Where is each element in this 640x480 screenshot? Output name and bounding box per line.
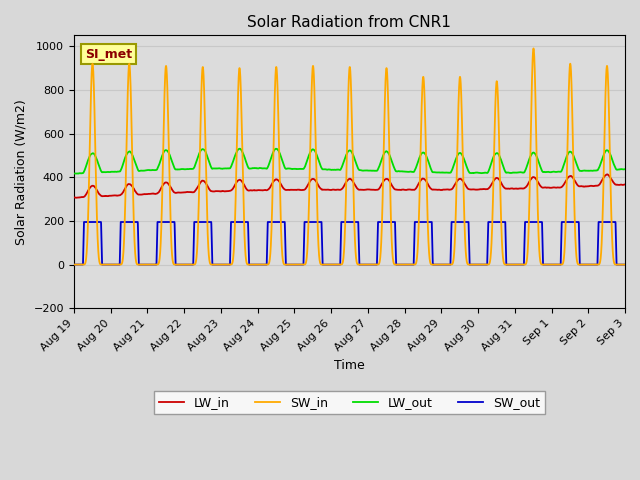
LW_in — [504, 186, 512, 192]
SW_in — [530, 46, 538, 51]
Y-axis label: Solar Radiation (W/m2): Solar Radiation (W/m2) — [15, 99, 28, 245]
Legend: LW_in, SW_in, LW_out, SW_out: LW_in, SW_in, LW_out, SW_out — [154, 391, 545, 414]
SW_out — [473, 262, 481, 267]
SW_out — [80, 219, 88, 225]
SW_out — [504, 262, 512, 267]
LW_out — [236, 146, 244, 152]
SW_out — [70, 262, 77, 267]
SW_in — [329, 262, 337, 267]
SW_out — [621, 262, 629, 267]
LW_out — [329, 167, 337, 173]
Title: Solar Radiation from CNR1: Solar Radiation from CNR1 — [248, 15, 451, 30]
LW_out — [621, 166, 629, 172]
Line: LW_out: LW_out — [74, 149, 625, 174]
Line: SW_in: SW_in — [74, 48, 625, 264]
LW_out — [473, 169, 481, 175]
LW_in — [443, 187, 451, 192]
LW_out — [504, 169, 512, 175]
LW_in — [70, 194, 77, 200]
LW_in — [621, 181, 629, 187]
SW_out — [169, 219, 177, 225]
LW_in — [604, 171, 611, 177]
SW_out — [621, 262, 628, 267]
SW_out — [329, 262, 337, 267]
LW_in — [473, 187, 481, 192]
SW_in — [169, 259, 177, 264]
LW_out — [621, 167, 628, 172]
SW_out — [443, 262, 451, 267]
SW_in — [621, 262, 628, 267]
LW_out — [70, 170, 77, 176]
SW_in — [442, 262, 450, 267]
Text: SI_met: SI_met — [85, 48, 132, 60]
LW_out — [443, 169, 451, 175]
SW_in — [621, 262, 629, 267]
SW_in — [504, 262, 512, 267]
LW_out — [169, 161, 177, 167]
SW_in — [70, 262, 77, 267]
LW_in — [169, 188, 177, 194]
LW_out — [74, 171, 81, 177]
LW_in — [329, 187, 337, 192]
SW_in — [473, 262, 481, 267]
Line: SW_out: SW_out — [74, 222, 625, 264]
LW_in — [72, 195, 80, 201]
LW_in — [621, 182, 628, 188]
X-axis label: Time: Time — [334, 359, 365, 372]
Line: LW_in: LW_in — [74, 174, 625, 198]
